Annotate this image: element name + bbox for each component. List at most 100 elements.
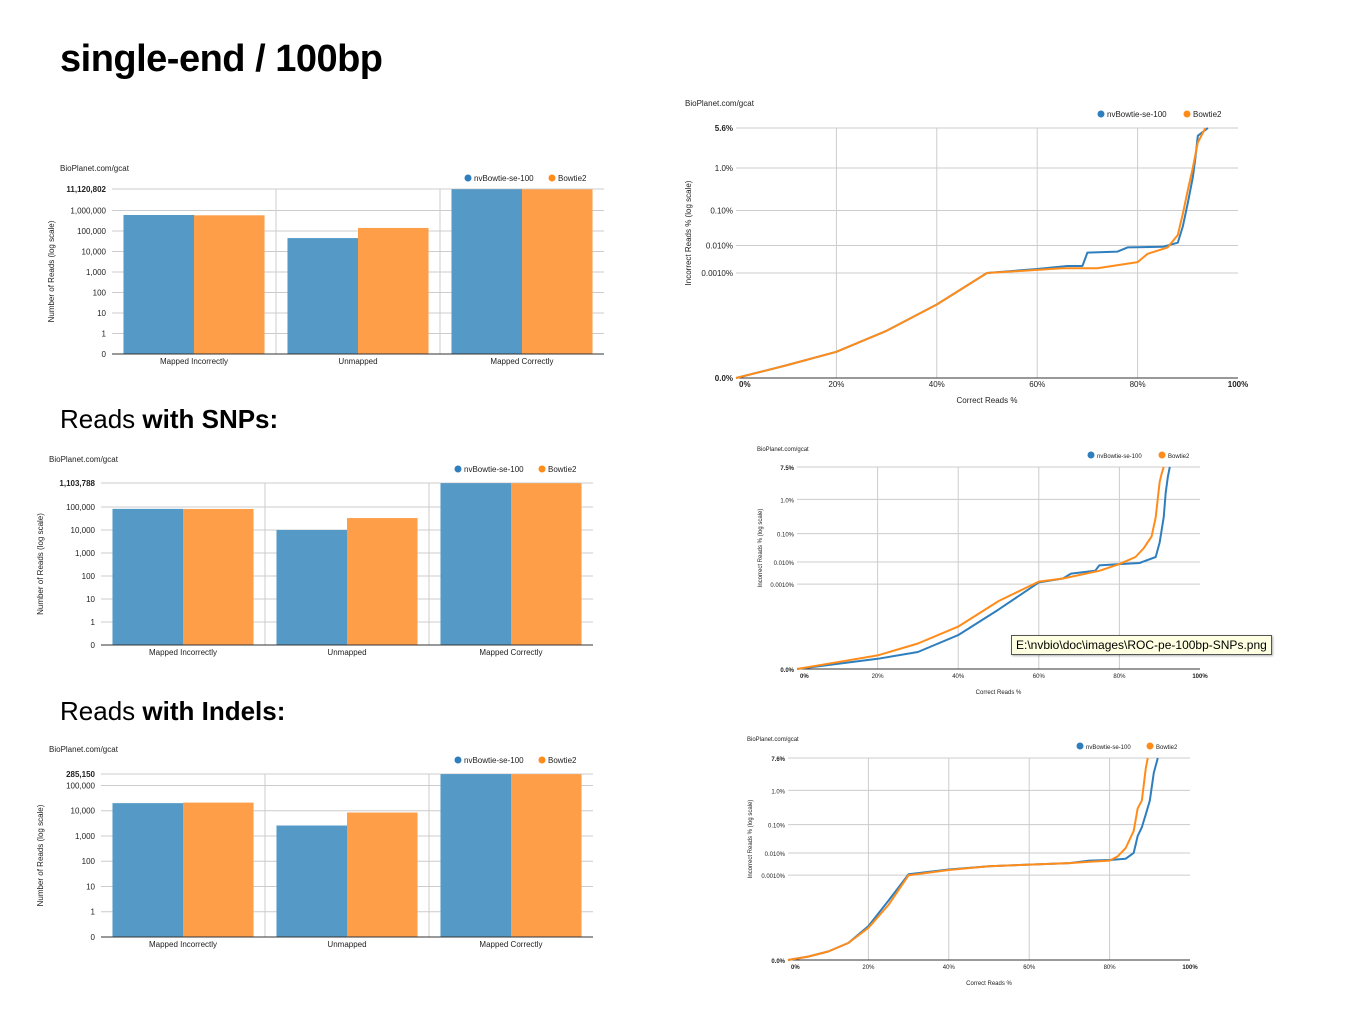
x-axis-label: Correct Reads % xyxy=(976,690,1022,696)
y-tick-label: 7.6% xyxy=(771,757,785,763)
x-category-label: Mapped Correctly xyxy=(479,940,542,949)
y-max-label: 285,150 xyxy=(66,770,95,779)
x-category-label: Unmapped xyxy=(327,648,366,657)
legend-marker xyxy=(1183,110,1191,118)
bar-Bowtie2-1 xyxy=(347,812,418,937)
y-axis-label: Incorrect Reads % (log scale) xyxy=(748,800,754,879)
x-category-label: Mapped Incorrectly xyxy=(149,940,217,949)
x-tick-label: 40% xyxy=(952,674,965,680)
y-tick-label: 100 xyxy=(93,288,107,297)
y-axis-label: Incorrect Reads % (log scale) xyxy=(758,509,764,588)
x-tick-label: 100% xyxy=(1192,674,1208,680)
y-tick-label: 1 xyxy=(91,618,96,627)
x-tick-label: 40% xyxy=(929,380,945,389)
x-tick-label: 100% xyxy=(1182,965,1198,971)
y-tick-label: 100,000 xyxy=(66,781,95,790)
bar-nvBowtie-se-100-0 xyxy=(123,215,194,354)
y-tick-label: 0 xyxy=(91,933,96,942)
y-tick-label: 1 xyxy=(91,908,96,917)
x-tick-label: 60% xyxy=(1023,965,1036,971)
y-tick-label: 10,000 xyxy=(82,247,107,256)
y-tick-label: 7.5% xyxy=(780,466,794,472)
y-tick-label: 0.10% xyxy=(777,533,795,539)
legend-marker xyxy=(538,465,546,473)
y-axis-label: Number of Reads (log scale) xyxy=(36,513,45,615)
legend-label: nvBowtie-se-100 xyxy=(1086,745,1131,751)
y-tick-label: 10,000 xyxy=(71,526,96,535)
series-line-Bowtie2 xyxy=(735,127,1207,379)
y-tick-label: 0.0010% xyxy=(761,874,785,880)
legend-marker xyxy=(464,174,472,182)
y-tick-label: 1.0% xyxy=(715,164,733,173)
y-tick-label: 1.0% xyxy=(780,498,794,504)
x-category-label: Mapped Incorrectly xyxy=(149,648,217,657)
legend-marker xyxy=(1146,742,1154,750)
x-tick-label: 20% xyxy=(862,965,875,971)
legend-marker xyxy=(1097,110,1105,118)
x-category-label: Mapped Correctly xyxy=(479,648,542,657)
legend-label: Bowtie2 xyxy=(1168,454,1190,460)
y-tick-label: 10 xyxy=(86,882,95,891)
series-line-Bowtie2 xyxy=(796,466,1165,670)
legend-label: Bowtie2 xyxy=(548,465,577,474)
x-tick-label: 100% xyxy=(1228,380,1248,389)
y-tick-label: 10,000 xyxy=(71,807,96,816)
y-tick-label: 0 xyxy=(91,641,96,650)
bar-nvBowtie-se-100-2 xyxy=(451,189,522,354)
bar-Bowtie2-1 xyxy=(358,227,429,354)
legend-label: nvBowtie-se-100 xyxy=(1097,454,1142,460)
x-category-label: Mapped Correctly xyxy=(490,357,553,366)
y-tick-label: 1,000 xyxy=(75,549,96,558)
bar-Bowtie2-0 xyxy=(194,215,265,354)
series-line-nvBowtie-se-100 xyxy=(787,757,1159,961)
x-category-label: Unmapped xyxy=(327,940,366,949)
chart-source-label: BioPlanet.com/gcat xyxy=(49,455,119,464)
x-tick-label: 20% xyxy=(872,674,885,680)
legend-marker xyxy=(1087,451,1095,459)
bar-nvBowtie-se-100-2 xyxy=(440,483,511,645)
section-heading-indels: Reads with Indels: xyxy=(60,696,286,726)
bar-nvBowtie-se-100-2 xyxy=(440,774,511,937)
bar-nvBowtie-se-100-0 xyxy=(112,803,183,937)
y-tick-label: 1,000 xyxy=(75,832,96,841)
x-tick-label: 80% xyxy=(1130,380,1146,389)
x-tick-label: 0% xyxy=(791,965,800,971)
legend-label: nvBowtie-se-100 xyxy=(474,174,534,183)
legend-marker xyxy=(538,756,546,764)
legend-marker xyxy=(1158,451,1166,459)
section-heading-snps: Reads with SNPs: xyxy=(60,404,279,434)
legend-label: nvBowtie-se-100 xyxy=(464,756,524,765)
bar-Bowtie2-0 xyxy=(183,802,254,937)
page-title: single-end / 100bp xyxy=(60,38,383,80)
legend-label: Bowtie2 xyxy=(1193,110,1222,119)
y-tick-label: 10 xyxy=(97,309,106,318)
chart-source-label: BioPlanet.com/gcat xyxy=(747,737,799,743)
bar-Bowtie2-2 xyxy=(511,483,582,645)
file-path-tooltip: E:\nvbio\doc\images\ROC-pe-100bp-SNPs.pn… xyxy=(1011,635,1272,655)
y-axis-label: Incorrect Reads % (log scale) xyxy=(684,180,693,285)
legend-marker xyxy=(548,174,556,182)
x-tick-label: 20% xyxy=(828,380,844,389)
x-tick-label: 0% xyxy=(800,674,809,680)
y-tick-label: 10 xyxy=(86,595,95,604)
legend-marker xyxy=(454,465,462,473)
legend-label: Bowtie2 xyxy=(558,174,587,183)
bar-nvBowtie-se-100-1 xyxy=(276,529,347,645)
y-tick-label: 1,000,000 xyxy=(70,206,106,215)
chart-source-label: BioPlanet.com/gcat xyxy=(757,447,809,453)
x-tick-label: 80% xyxy=(1104,965,1117,971)
y-tick-label: 0.010% xyxy=(765,852,786,858)
y-tick-label: 0.0% xyxy=(715,374,733,383)
y-tick-label: 0.10% xyxy=(768,824,786,830)
legend-label: nvBowtie-se-100 xyxy=(1107,110,1167,119)
y-axis-label: Number of Reads (log scale) xyxy=(36,804,45,906)
y-tick-label: 0.0% xyxy=(771,959,785,965)
y-tick-label: 0.010% xyxy=(706,242,733,251)
legend-label: nvBowtie-se-100 xyxy=(464,465,524,474)
x-category-label: Unmapped xyxy=(338,357,377,366)
chart-source-label: BioPlanet.com/gcat xyxy=(685,99,755,108)
y-tick-label: 1,000 xyxy=(86,268,107,277)
y-tick-label: 100 xyxy=(82,857,96,866)
bar-Bowtie2-0 xyxy=(183,508,254,645)
series-line-Bowtie2 xyxy=(787,757,1149,961)
